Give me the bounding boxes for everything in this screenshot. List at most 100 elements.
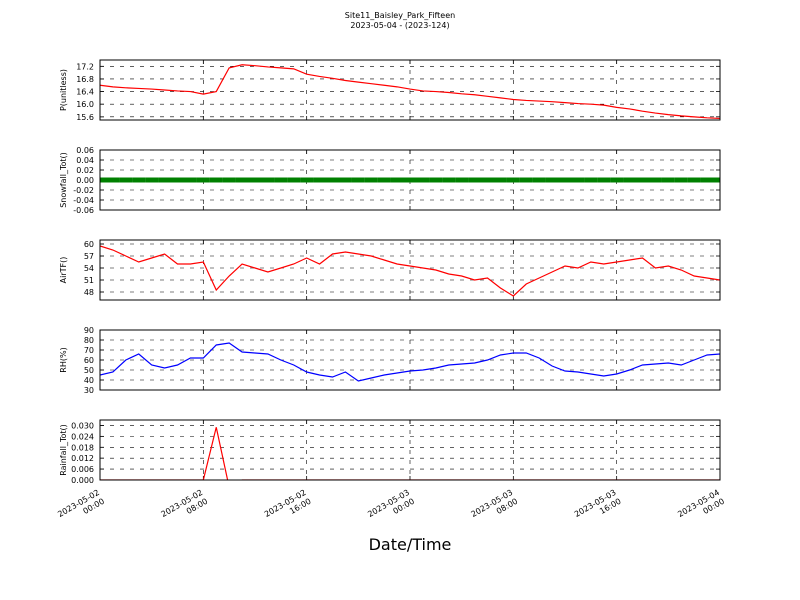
data-point: [248, 177, 262, 183]
y-tick-label: 0.030: [71, 421, 94, 430]
data-point: [545, 177, 559, 183]
data-point: [468, 177, 482, 183]
plot-area: [100, 177, 720, 183]
data-point: [261, 177, 275, 183]
y-tick-label: 57: [84, 252, 94, 261]
data-point: [274, 177, 288, 183]
data-point: [519, 177, 533, 183]
data-point: [300, 177, 314, 183]
y-tick-label: 0.018: [71, 443, 94, 452]
data-point: [481, 177, 494, 183]
data-point: [648, 177, 662, 183]
y-tick-label: 0.006: [71, 465, 94, 474]
data-point: [313, 177, 327, 183]
y-tick-label: 0.00: [76, 176, 94, 185]
y-axis-label: RH(%): [59, 347, 68, 372]
data-point: [571, 177, 585, 183]
subtitle: 2023-05-04 - (2023-124): [350, 21, 449, 30]
data-point: [623, 177, 637, 183]
y-axis-label: AirTF(): [59, 257, 68, 284]
y-tick-label: -0.04: [73, 196, 94, 205]
data-point: [364, 177, 378, 183]
y-tick-label: 90: [84, 326, 94, 335]
x-tick-label: 2023-05-0200:00: [56, 488, 106, 528]
data-point: [171, 177, 184, 183]
y-axis-label: Rainfall_Tot(): [59, 424, 68, 476]
y-axis-label: P(unitless): [59, 69, 68, 111]
data-point: [338, 177, 352, 183]
data-point: [687, 177, 701, 183]
data-point: [222, 177, 236, 183]
plot-area: [100, 342, 720, 382]
data-point: [661, 177, 675, 183]
data-point: [713, 177, 720, 183]
data-point: [390, 177, 404, 183]
data-point: [416, 177, 430, 183]
y-tick-label: 80: [84, 336, 94, 345]
data-point: [506, 177, 520, 183]
y-tick-label: 0.02: [76, 166, 94, 175]
data-point: [106, 177, 120, 183]
data-point: [455, 177, 469, 183]
y-tick-label: 48: [84, 288, 94, 297]
data-point: [377, 177, 391, 183]
x-tick-label: 2023-05-0400:00: [676, 488, 726, 528]
data-point: [429, 177, 443, 183]
x-tick-label: 2023-05-0300:00: [366, 488, 416, 528]
y-tick-label: 16.0: [76, 100, 94, 109]
data-point: [209, 177, 223, 183]
y-tick-label: 60: [84, 240, 94, 249]
title: Site11_Baisley_Park_Fifteen: [345, 11, 455, 20]
y-tick-label: 30: [84, 386, 94, 395]
axes-frame: [99, 239, 721, 301]
data-line: [100, 245, 720, 297]
y-tick-label: 16.4: [76, 88, 94, 97]
y-tick-label: 54: [84, 264, 94, 273]
axes-frame: [99, 149, 721, 211]
y-tick-label: 60: [84, 356, 94, 365]
data-point: [584, 177, 598, 183]
x-axis-label: Date/Time: [369, 535, 452, 554]
y-tick-label: 16.8: [76, 75, 94, 84]
axes-frame: [99, 329, 721, 391]
y-axis-label: Snowfall_Tot(): [59, 152, 68, 208]
data-point: [326, 177, 339, 183]
data-point: [196, 177, 210, 183]
y-tick-label: 0.04: [76, 156, 94, 165]
data-line: [100, 342, 720, 382]
y-tick-label: 0.06: [76, 146, 94, 155]
axes-frame: [99, 419, 721, 481]
data-point: [145, 177, 159, 183]
data-point: [119, 177, 133, 183]
x-tick-label: 2023-05-0216:00: [263, 488, 313, 528]
data-point: [132, 177, 146, 183]
y-tick-label: -0.06: [73, 206, 94, 215]
data-point: [158, 177, 172, 183]
data-point: [532, 177, 546, 183]
data-point: [442, 177, 456, 183]
data-point: [351, 177, 365, 183]
data-point: [674, 177, 688, 183]
plot-area: [100, 245, 720, 297]
axes-frame: [99, 59, 721, 121]
y-tick-label: 51: [84, 276, 94, 285]
y-tick-label: 0.000: [71, 476, 94, 485]
y-tick-label: 50: [84, 366, 94, 375]
data-point: [287, 177, 301, 183]
x-tick-label: 2023-05-0316:00: [573, 488, 623, 528]
data-point: [636, 177, 649, 183]
data-point: [610, 177, 624, 183]
data-point: [558, 177, 572, 183]
y-tick-label: -0.02: [73, 186, 94, 195]
y-tick-label: 15.6: [76, 113, 94, 122]
y-tick-label: 40: [84, 376, 94, 385]
data-line: [100, 64, 720, 120]
data-point: [100, 177, 107, 183]
x-tick-label: 2023-05-0308:00: [470, 488, 520, 528]
y-tick-label: 17.2: [76, 62, 94, 71]
data-point: [597, 177, 611, 183]
y-tick-label: 0.012: [71, 454, 94, 463]
y-tick-label: 70: [84, 346, 94, 355]
plot-area: [100, 64, 720, 120]
